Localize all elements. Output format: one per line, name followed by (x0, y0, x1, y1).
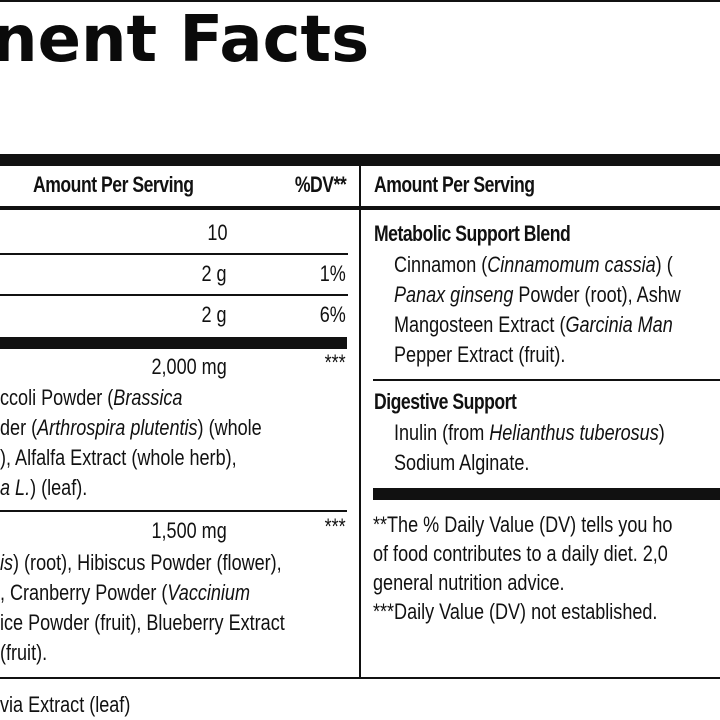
metabolic-line-4: Pepper Extract (fruit). (394, 342, 566, 367)
row-3-dv: 6% (319, 302, 346, 327)
digestive-line-2: Sodium Alginate. (394, 450, 530, 475)
metabolic-line-2: Panax ginseng Powder (root), Ashw (394, 282, 681, 307)
top-border (0, 0, 720, 2)
row-rule-2 (0, 294, 348, 296)
blend2-amount: 1,500 mg (151, 518, 227, 543)
metabolic-line-1: Cinnamon (Cinnamomum cassia) ( (394, 252, 673, 277)
right-thick-rule (373, 488, 720, 500)
metabolic-line-3: Mangosteen Extract (Garcinia Man (394, 312, 673, 337)
metabolic-blend-name: Metabolic Support Blend (374, 221, 571, 246)
right-section-rule (373, 379, 720, 381)
title-divider-bar (0, 154, 720, 166)
blend1-amount: 2,000 mg (151, 354, 227, 379)
right-header-amount: Amount Per Serving (374, 172, 535, 197)
digestive-line-1: Inulin (from Helianthus tuberosus) (394, 420, 665, 445)
blend1-line-4: a L.) (leaf). (0, 475, 88, 500)
row-3-amount: 2 g (201, 302, 227, 327)
digestive-support-name: Digestive Support (374, 389, 517, 414)
bottom-border (0, 677, 720, 679)
row-1-amount: 10 (206, 220, 227, 245)
left-header-rule (0, 206, 359, 210)
blend1-dv: *** (324, 350, 346, 375)
blend-rule (0, 510, 347, 512)
row-2-amount: 2 g (201, 261, 227, 286)
column-divider (359, 166, 361, 679)
blend2-line-3: ice Powder (fruit), Blueberry Extract (0, 610, 285, 635)
row-2-dv: 1% (319, 261, 346, 286)
left-thick-rule (0, 337, 347, 349)
footnote-dv-3: general nutrition advice. (373, 570, 565, 595)
blend2-line-4: (fruit). (0, 640, 48, 665)
left-header-amount: Amount Per Serving (33, 172, 194, 197)
other-ingredients: via Extract (leaf) (0, 692, 131, 717)
footnote-not-established: ***Daily Value (DV) not established. (373, 599, 658, 624)
blend2-line-1: is) (root), Hibiscus Powder (flower), (0, 550, 282, 575)
label-title: nent Facts (0, 3, 370, 77)
blend2-dv: *** (324, 514, 346, 539)
row-rule-1 (0, 253, 348, 255)
blend1-line-3: ), Alfalfa Extract (whole herb), (0, 445, 237, 470)
right-header-rule (361, 206, 720, 210)
footnote-dv-2: of food contributes to a daily diet. 2,0 (373, 541, 668, 566)
left-header-dv: %DV** (294, 172, 347, 197)
blend1-line-1: ccoli Powder (Brassica (0, 385, 183, 410)
blend1-line-2: der (Arthrospira plutentis) (whole (0, 415, 262, 440)
blend2-line-2: , Cranberry Powder (Vaccinium (0, 580, 250, 605)
footnote-dv-1: **The % Daily Value (DV) tells you ho (373, 512, 673, 537)
